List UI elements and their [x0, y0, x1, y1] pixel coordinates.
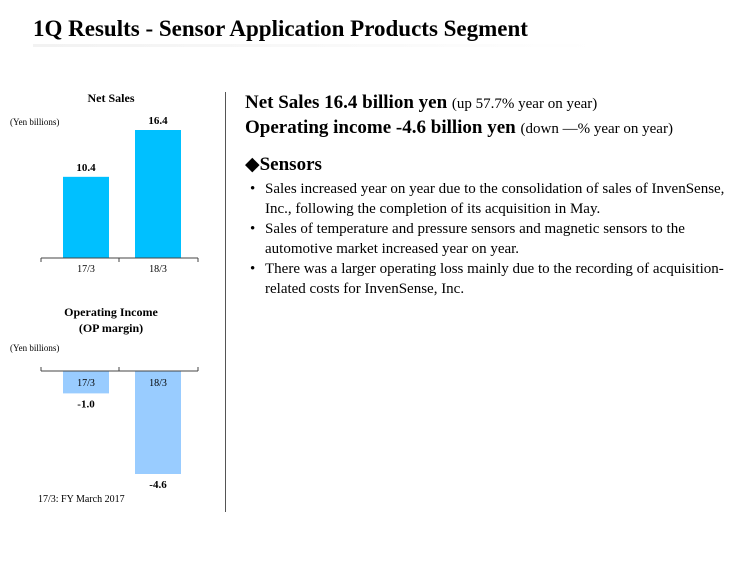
net-sales-value-label: 10.4 — [76, 162, 96, 174]
op-income-bar — [135, 371, 181, 474]
net-sales-headline: Net Sales 16.4 billion yen — [245, 92, 448, 113]
net-sales-unit-label: (Yen billions) — [10, 117, 59, 127]
op-income-unit-label: (Yen billions) — [10, 343, 59, 353]
net-sales-change: (up 57.7% year on year) — [451, 96, 598, 112]
bullet-text: Sales of temperature and pressure sensor… — [265, 221, 685, 257]
list-item: • There was a larger operating loss mainl… — [245, 259, 735, 299]
op-income-summary: Operating income -4.6 billion yen (down … — [245, 116, 745, 141]
op-income-value-label: -4.6 — [149, 479, 167, 491]
net-sales-xtick-label: 18/3 — [149, 264, 167, 275]
title-underline — [33, 44, 598, 47]
page-title: 1Q Results - Sensor Application Products… — [33, 16, 528, 41]
op-income-bar — [63, 371, 109, 394]
op-income-xtick-label: 18/3 — [149, 378, 167, 389]
op-income-headline: Operating income -4.6 billion yen — [245, 117, 516, 138]
net-sales-chart-title: Net Sales — [88, 91, 135, 105]
op-income-xtick-label: 17/3 — [77, 378, 95, 389]
net-sales-bar — [63, 176, 109, 258]
sensors-heading: ◆Sensors — [245, 154, 322, 175]
bullet-text: Sales increased year on year due to the … — [265, 181, 725, 217]
net-sales-xtick-label: 17/3 — [77, 264, 95, 275]
sensor-bullet-list: • Sales increased year on year due to the… — [245, 179, 745, 299]
net-sales-bar — [135, 130, 181, 258]
op-income-chart-title: Operating Income — [64, 305, 158, 319]
list-item: • Sales increased year on year due to the… — [245, 179, 735, 219]
bullet-dot: • — [250, 221, 256, 237]
list-item: • Sales of temperature and pressure senso… — [245, 219, 735, 259]
net-sales-value-label: 16.4 — [148, 115, 168, 127]
footnote: 17/3: FY March 2017 — [38, 494, 125, 505]
summary-panel: Net Sales 16.4 billion yen (up 57.7% yea… — [245, 91, 745, 299]
bullet-dot: • — [250, 261, 256, 277]
bullet-text: There was a larger operating loss mainly… — [265, 261, 724, 297]
charts-area: Net Sales (Yen billions) 10.4 16.4 17/3 1… — [10, 91, 199, 491]
net-sales-summary: Net Sales 16.4 billion yen (up 57.7% yea… — [245, 91, 745, 116]
op-income-value-label: -1.0 — [77, 398, 95, 410]
section-divider — [225, 92, 226, 512]
op-income-chart-subtitle: (OP margin) — [79, 321, 143, 335]
op-income-change: (down —% year on year) — [520, 121, 673, 137]
bullet-dot: • — [250, 181, 256, 197]
